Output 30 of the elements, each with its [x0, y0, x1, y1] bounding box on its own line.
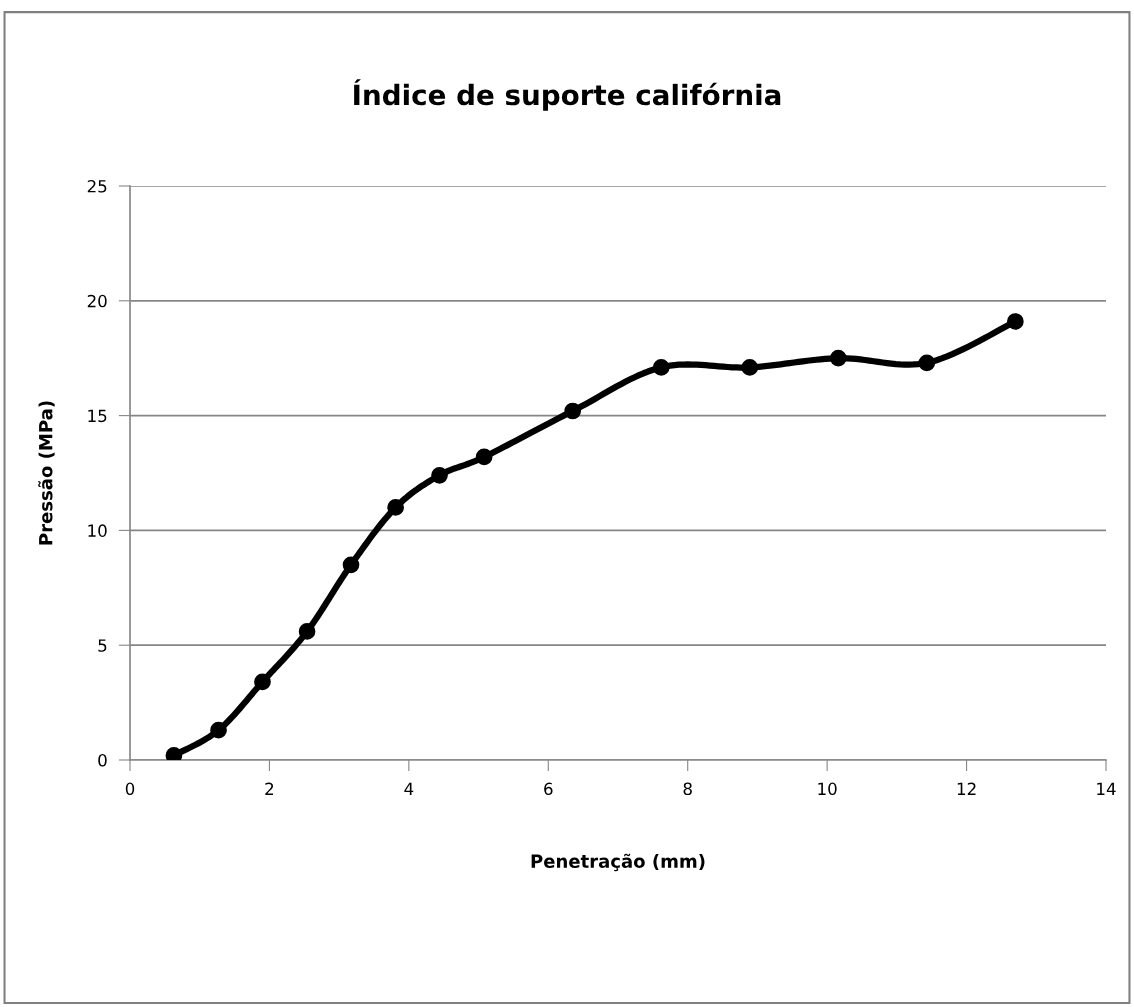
point	[342, 556, 360, 574]
point	[210, 721, 227, 739]
x-axis-title: Penetração (mm)	[531, 853, 705, 872]
y-tick-label: 0	[98, 753, 107, 767]
y-tick-label: 10	[88, 524, 107, 537]
x-tick-label: 2	[265, 782, 274, 795]
point	[254, 673, 271, 691]
y-axis-title: Pressão (MPa)	[38, 401, 55, 545]
x-tick-label: 14	[1097, 782, 1116, 795]
x-tick-label: 10	[818, 782, 837, 796]
point	[298, 623, 316, 640]
y-tick-label: 20	[87, 294, 107, 308]
point	[829, 349, 847, 367]
point	[431, 466, 448, 484]
x-tick-label: 8	[683, 782, 692, 796]
x-tick-label: 6	[544, 782, 553, 796]
point	[918, 354, 936, 372]
point	[475, 448, 493, 466]
point	[652, 359, 670, 376]
point	[564, 402, 582, 420]
y-tick-label: 15	[88, 409, 107, 423]
point	[387, 499, 404, 516]
x-tick-label: 0	[125, 782, 135, 796]
y-tick-label: 25	[87, 179, 107, 193]
x-tick-label: 4	[404, 782, 414, 795]
chart-title: Índice de suporte califórnia	[354, 79, 781, 111]
point	[1007, 313, 1024, 330]
x-tick-label: 12	[957, 782, 976, 795]
point	[741, 359, 759, 376]
y-tick-label: 5	[98, 639, 107, 652]
